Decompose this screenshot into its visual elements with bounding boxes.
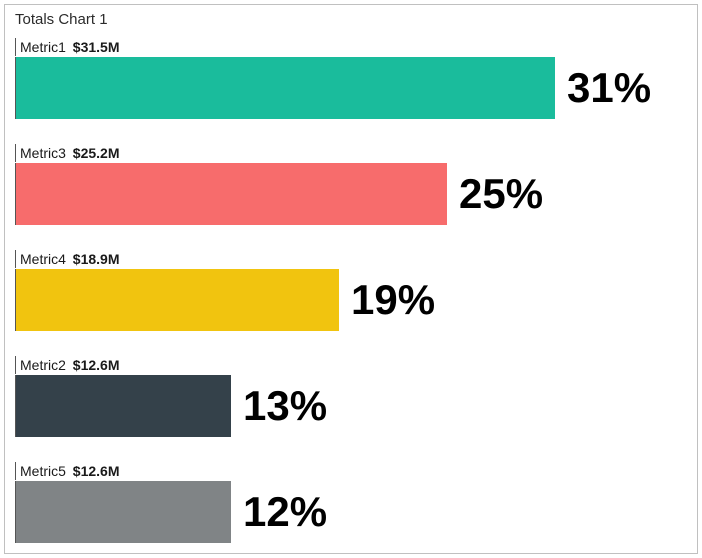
bar-label: Metric4 $18.9M [15,250,687,268]
bar-label-metric: Metric5 [20,463,66,479]
bar-pct: 31% [567,64,651,112]
bar-label: Metric2 $12.6M [15,356,687,374]
bar-label-value: $12.6M [73,357,120,373]
bar-label: Metric5 $12.6M [15,462,687,480]
bar-label-metric: Metric4 [20,251,66,267]
bar-group: Metric1 $31.5M 31% [15,38,687,119]
bar-row: 13% [15,375,687,437]
bar-rect [15,375,231,437]
bar-pct: 19% [351,276,435,324]
bar-row: 19% [15,269,687,331]
bar-label-metric: Metric3 [20,145,66,161]
bar-pct: 25% [459,170,543,218]
bar-label-value: $12.6M [73,463,120,479]
bar-group: Metric3 $25.2M 25% [15,144,687,225]
bar-label-value: $31.5M [73,39,120,55]
totals-chart-card: Totals Chart 1 Metric1 $31.5M 31% Metric… [4,4,698,554]
bar-pct: 12% [243,488,327,536]
bar-rect [15,57,555,119]
bar-group: Metric5 $12.6M 12% [15,462,687,543]
bar-row: 25% [15,163,687,225]
bar-label-value: $25.2M [73,145,120,161]
bar-label-metric: Metric2 [20,357,66,373]
bar-row: 12% [15,481,687,543]
bar-pct: 13% [243,382,327,430]
bar-label: Metric1 $31.5M [15,38,687,56]
bar-rect [15,269,339,331]
chart-title: Totals Chart 1 [15,11,687,28]
bars-area: Metric1 $31.5M 31% Metric3 $25.2M 25% Me… [15,38,687,543]
bar-group: Metric4 $18.9M 19% [15,250,687,331]
bar-label-value: $18.9M [73,251,120,267]
bar-label: Metric3 $25.2M [15,144,687,162]
bar-rect [15,163,447,225]
bar-rect [15,481,231,543]
bar-label-metric: Metric1 [20,39,66,55]
bar-group: Metric2 $12.6M 13% [15,356,687,437]
bar-row: 31% [15,57,687,119]
